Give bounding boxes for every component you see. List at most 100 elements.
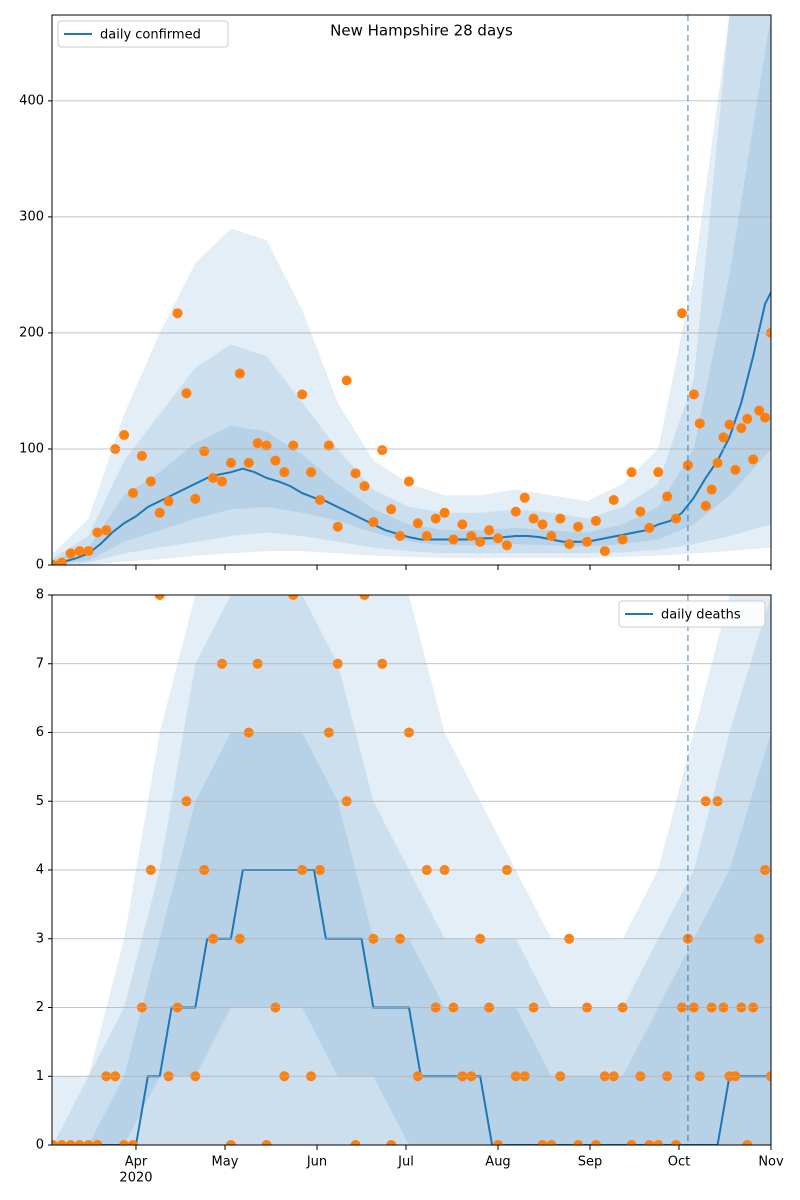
scatter-point bbox=[56, 557, 67, 565]
scatter-point bbox=[742, 413, 753, 424]
scatter-point bbox=[582, 536, 593, 547]
scatter-point bbox=[92, 1140, 103, 1145]
scatter-point bbox=[128, 488, 139, 499]
scatter-point bbox=[475, 536, 486, 547]
y-tick-label: 3 bbox=[36, 931, 44, 946]
scatter-point bbox=[555, 513, 566, 524]
scatter-point bbox=[706, 484, 717, 495]
scatter-point bbox=[662, 491, 673, 502]
scatter-point bbox=[412, 518, 423, 529]
scatter-point bbox=[243, 457, 254, 468]
scatter-point bbox=[742, 1140, 753, 1145]
y-tick-label: 0 bbox=[36, 558, 44, 573]
scatter-point bbox=[590, 1140, 601, 1145]
scatter-point bbox=[718, 432, 729, 443]
scatter-point bbox=[199, 446, 210, 457]
scatter-point bbox=[439, 507, 450, 518]
scatter-point bbox=[653, 1140, 664, 1145]
confidence-band bbox=[52, 732, 771, 1145]
scatter-point bbox=[546, 530, 557, 541]
scatter-point bbox=[484, 525, 495, 536]
scatter-point bbox=[590, 515, 601, 526]
scatter-point bbox=[644, 1140, 655, 1145]
scatter-point bbox=[154, 507, 165, 518]
scatter-point bbox=[676, 308, 687, 319]
scatter-point bbox=[297, 389, 308, 400]
confidence-band bbox=[52, 15, 771, 565]
scatter-point bbox=[573, 1140, 584, 1145]
scatter-point bbox=[537, 519, 548, 530]
x-tick-label: Nov bbox=[758, 1155, 784, 1170]
scatter-point bbox=[599, 546, 610, 557]
x-tick-label: May bbox=[212, 1155, 239, 1170]
y-tick-label: 200 bbox=[19, 325, 44, 340]
scatter-point bbox=[712, 457, 723, 468]
scatter-point bbox=[314, 495, 325, 506]
scatter-point bbox=[466, 530, 477, 541]
y-tick-label: 6 bbox=[36, 725, 44, 740]
scatter-point bbox=[492, 533, 503, 544]
scatter-point bbox=[101, 525, 112, 536]
scatter-point bbox=[261, 1140, 272, 1145]
scatter-point bbox=[635, 506, 646, 517]
scatter-point bbox=[261, 440, 272, 451]
x-tick-label: Apr bbox=[125, 1155, 148, 1170]
scatter-point bbox=[74, 546, 85, 557]
scatter-point bbox=[493, 1140, 503, 1145]
scatter-point bbox=[368, 517, 379, 528]
scatter-point bbox=[306, 467, 317, 478]
scatter-point bbox=[760, 412, 771, 423]
series-line bbox=[52, 291, 771, 564]
scatter-point bbox=[288, 440, 299, 451]
x-tick-label: Oct bbox=[668, 1155, 690, 1170]
confidence-band bbox=[52, 15, 771, 564]
scatter-point bbox=[730, 464, 741, 475]
scatter-point bbox=[332, 521, 343, 532]
scatter-point bbox=[519, 492, 530, 503]
scatter-point bbox=[145, 476, 156, 487]
scatter-point bbox=[626, 467, 637, 478]
legend-label: daily deaths bbox=[661, 608, 741, 623]
scatter-point bbox=[225, 1140, 236, 1145]
scatter-point bbox=[172, 308, 183, 319]
scatter-point bbox=[190, 493, 201, 504]
scatter-point bbox=[377, 445, 388, 456]
scatter-point bbox=[65, 548, 76, 559]
scatter-point bbox=[128, 1140, 139, 1145]
scatter-point bbox=[754, 405, 765, 416]
x-tick-label: Jun bbox=[306, 1155, 327, 1170]
scatter-point bbox=[163, 496, 174, 507]
scatter-point bbox=[457, 519, 468, 530]
scatter-point bbox=[83, 546, 94, 557]
scatter-point bbox=[252, 438, 263, 449]
scatter-point bbox=[671, 513, 682, 524]
scatter-point bbox=[288, 595, 299, 600]
scatter-point bbox=[386, 1140, 397, 1145]
scatter-point bbox=[510, 506, 521, 517]
scatter-point bbox=[341, 375, 352, 386]
confidence-band bbox=[52, 15, 771, 565]
scatter-point bbox=[403, 476, 414, 487]
y-tick-label: 100 bbox=[19, 441, 44, 456]
scatter-point bbox=[653, 467, 664, 478]
scatter-point bbox=[83, 1140, 94, 1145]
x-tick-label: Jul bbox=[397, 1155, 414, 1170]
legend-box bbox=[618, 600, 766, 628]
x-tick-label: Sep bbox=[578, 1155, 603, 1170]
scatter-point bbox=[448, 534, 459, 545]
scatter-point bbox=[56, 1140, 67, 1145]
x-year-label: 2020 bbox=[119, 1171, 152, 1186]
scatter-point bbox=[350, 1140, 361, 1145]
scatter-point bbox=[644, 522, 655, 533]
y-tick-label: 5 bbox=[36, 794, 44, 809]
scatter-point bbox=[270, 455, 281, 466]
scatter-point bbox=[208, 472, 219, 483]
scatter-point bbox=[119, 430, 130, 441]
y-tick-label: 7 bbox=[36, 656, 44, 671]
scatter-point bbox=[736, 423, 747, 434]
legend-label: daily confirmed bbox=[100, 28, 201, 43]
scatter-point bbox=[537, 1140, 548, 1145]
y-tick-label: 8 bbox=[36, 588, 44, 603]
